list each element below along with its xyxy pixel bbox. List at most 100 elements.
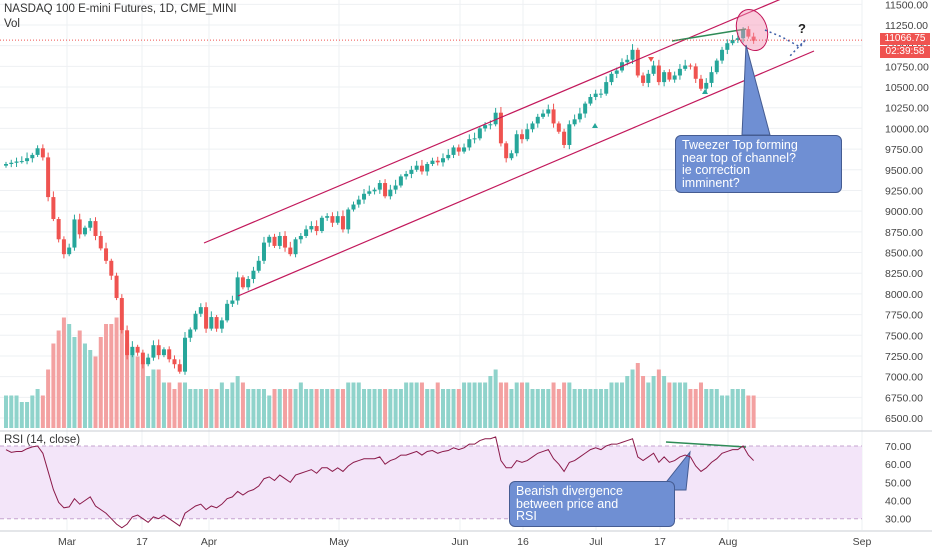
candle-body bbox=[140, 352, 145, 365]
volume-bar bbox=[672, 382, 677, 428]
volume-bar bbox=[693, 389, 698, 428]
chart-title: NASDAQ 100 E-mini Futures, 1D, CME_MINI bbox=[4, 3, 237, 15]
rsi-line bbox=[5, 436, 754, 529]
volume-bar bbox=[609, 382, 614, 428]
price-tick-label: 9750.00 bbox=[885, 144, 923, 156]
volume-bar bbox=[356, 382, 361, 428]
volume-bar bbox=[340, 389, 345, 428]
volume-bar bbox=[398, 389, 403, 428]
volume-bar bbox=[367, 389, 372, 428]
candle-body bbox=[35, 148, 40, 155]
volume-bar bbox=[388, 389, 393, 428]
candle-body bbox=[109, 260, 114, 276]
channel-lower-line bbox=[237, 50, 815, 297]
candle-body bbox=[704, 82, 709, 89]
volume-bar bbox=[283, 389, 288, 428]
volume-bar bbox=[304, 389, 309, 428]
volume-bar bbox=[720, 395, 725, 428]
candle-body bbox=[577, 113, 582, 120]
candle-body bbox=[362, 193, 367, 200]
candle-body bbox=[609, 73, 614, 83]
tweezer-callout[interactable]: Tweezer Top forming near top of channel?… bbox=[675, 135, 842, 193]
time-tick-label: Mar bbox=[58, 536, 77, 548]
volume-bar bbox=[504, 382, 509, 428]
price-tick-label: 7500.00 bbox=[885, 330, 923, 342]
arrow-down-marker bbox=[648, 57, 654, 62]
volume-bar bbox=[9, 395, 14, 428]
volume-bar bbox=[483, 382, 488, 428]
volume-bar bbox=[346, 382, 351, 428]
candle-body bbox=[567, 124, 572, 145]
candle-body bbox=[688, 65, 693, 67]
volume-bar bbox=[583, 389, 588, 428]
volume-bar bbox=[751, 395, 756, 428]
volume-bar bbox=[546, 389, 551, 428]
rsi-tick-label: 40.00 bbox=[885, 496, 911, 508]
volume-bar bbox=[662, 376, 667, 428]
volume-bar bbox=[88, 350, 93, 428]
divergence-callout[interactable]: Bearish divergence between price and RSI bbox=[509, 481, 675, 527]
divergence-callout-line-2: between price and bbox=[516, 496, 619, 511]
volume-bar bbox=[556, 389, 561, 428]
candle-body bbox=[730, 39, 735, 44]
candle-body bbox=[404, 173, 409, 177]
time-tick-label: Jul bbox=[589, 536, 602, 548]
volume-bar bbox=[167, 382, 172, 428]
volume-bar bbox=[698, 382, 703, 428]
candle-body bbox=[641, 75, 646, 83]
volume-bar bbox=[119, 330, 124, 428]
volume-bar bbox=[325, 389, 330, 428]
candle-body bbox=[693, 66, 698, 79]
countdown-badge: 02:39:58 bbox=[880, 46, 930, 58]
volume-bar bbox=[314, 389, 319, 428]
volume-bar bbox=[130, 350, 135, 428]
candle-body bbox=[98, 235, 103, 249]
volume-bar bbox=[267, 395, 272, 428]
volume-bar bbox=[251, 389, 256, 428]
volume-bar bbox=[77, 330, 82, 428]
candle-body bbox=[604, 82, 609, 94]
candle-body bbox=[419, 165, 424, 172]
candle-body bbox=[698, 78, 703, 89]
candle-body bbox=[593, 93, 598, 97]
candle-body bbox=[435, 160, 440, 163]
candle-body bbox=[19, 161, 24, 163]
volume-bar bbox=[683, 382, 688, 428]
candle-body bbox=[514, 134, 519, 154]
volume-bar bbox=[598, 389, 603, 428]
candle-body bbox=[483, 125, 488, 129]
price-tick-label: 10500.00 bbox=[885, 82, 929, 94]
candle-body bbox=[146, 357, 151, 365]
candle-body bbox=[46, 157, 51, 198]
candle-body bbox=[735, 38, 740, 40]
candle-body bbox=[662, 72, 667, 83]
candle-body bbox=[477, 128, 482, 139]
candle-body bbox=[235, 277, 240, 301]
volume-bar bbox=[51, 343, 56, 428]
volume-bar bbox=[240, 382, 245, 428]
volume-bar bbox=[109, 324, 114, 428]
candle-body bbox=[530, 123, 535, 130]
volume-bar bbox=[219, 382, 224, 428]
candle-body bbox=[472, 138, 477, 140]
volume-bar bbox=[35, 389, 40, 428]
volume-bar bbox=[293, 389, 298, 428]
candle-body bbox=[340, 216, 345, 230]
volume-bar bbox=[477, 382, 482, 428]
volume-bar bbox=[140, 363, 145, 428]
candle-body bbox=[219, 320, 224, 329]
volume-bar bbox=[230, 382, 235, 428]
volume-bar bbox=[298, 382, 303, 428]
volume-bar bbox=[209, 389, 214, 428]
rsi-tick-label: 50.00 bbox=[885, 477, 911, 489]
candle-body bbox=[288, 247, 293, 255]
candle-body bbox=[572, 119, 577, 125]
candle-body bbox=[61, 239, 66, 255]
candle-body bbox=[709, 72, 714, 83]
price-tick-label: 7250.00 bbox=[885, 351, 923, 363]
candle-body bbox=[209, 317, 214, 329]
price-tick-label: 8750.00 bbox=[885, 227, 923, 239]
price-divergence-line bbox=[671, 28, 747, 42]
volume-bar bbox=[656, 369, 661, 428]
volume-bar bbox=[730, 389, 735, 428]
